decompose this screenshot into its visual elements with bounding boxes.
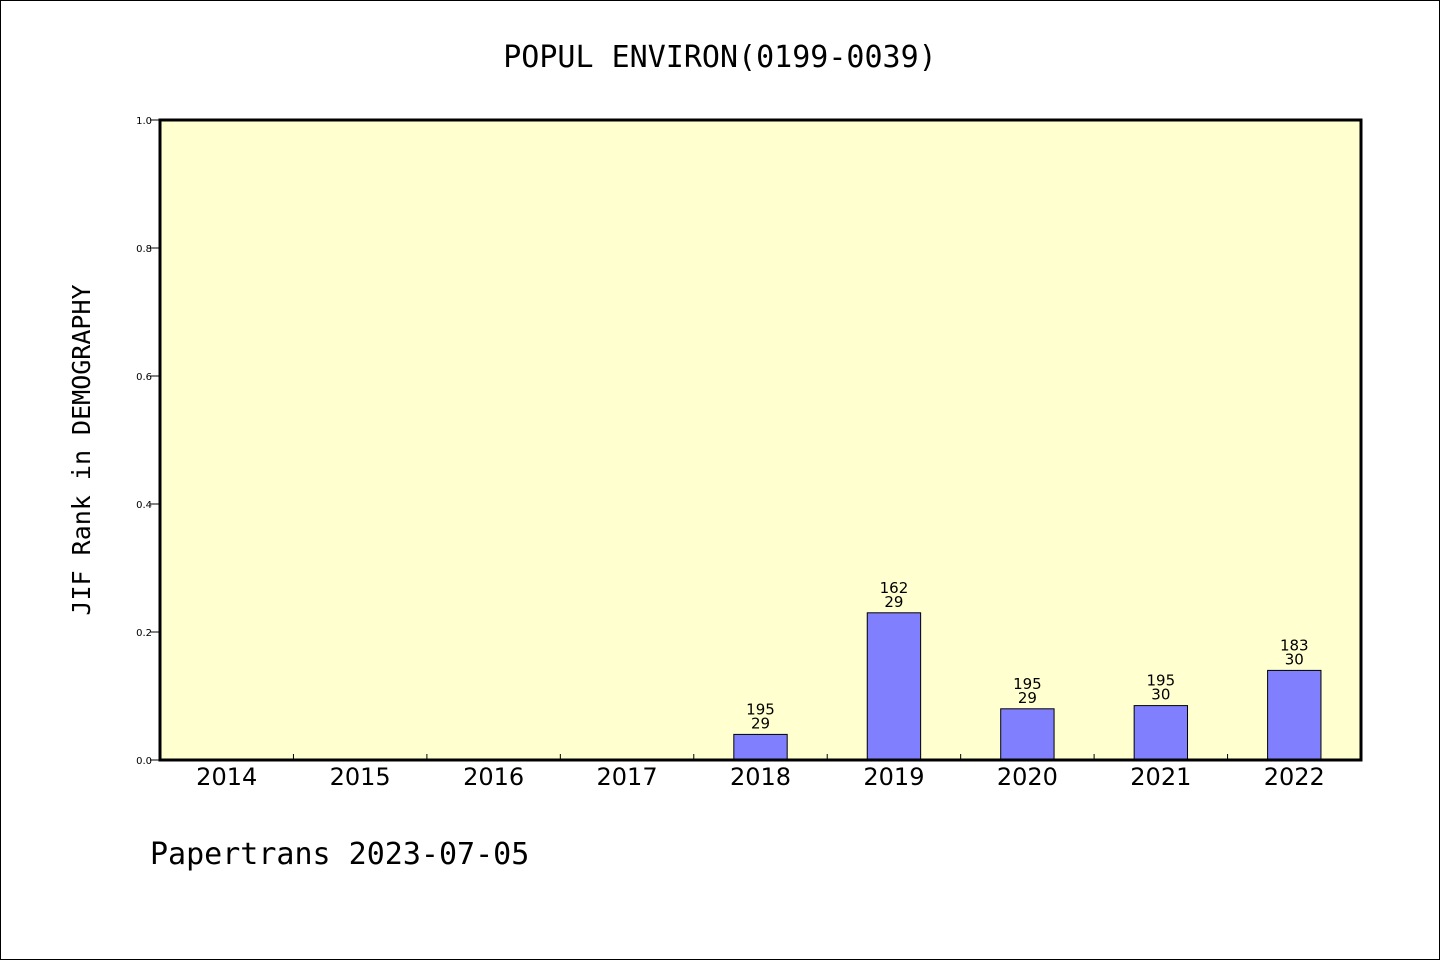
y-tick-label: 0.8 bbox=[136, 244, 152, 255]
bar-label-bottom: 29 bbox=[884, 593, 903, 611]
plot-border bbox=[158, 118, 1363, 762]
x-tick-label: 2018 bbox=[730, 763, 791, 791]
y-tick-label: 0.2 bbox=[136, 628, 152, 639]
footer-credit: Papertrans 2023-07-05 bbox=[150, 837, 529, 872]
bar-label-bottom: 29 bbox=[751, 714, 770, 732]
bar-label-top: 195 bbox=[1013, 675, 1042, 693]
y-axis-label: JIF Rank in DEMOGRAPHY bbox=[67, 284, 96, 615]
bar-2018 bbox=[733, 733, 788, 761]
x-tick-label: 2022 bbox=[1264, 763, 1325, 791]
bar-label-top: 162 bbox=[880, 579, 909, 597]
x-tick-label: 2017 bbox=[597, 763, 658, 791]
bar-label-bottom: 30 bbox=[1151, 686, 1170, 704]
x-tick-label: 2015 bbox=[330, 763, 391, 791]
x-tick-label: 2019 bbox=[863, 763, 924, 791]
x-tick-label: 2016 bbox=[463, 763, 524, 791]
plot-area bbox=[160, 120, 1361, 760]
chart-title: POPUL ENVIRON(0199-0039) bbox=[503, 40, 936, 75]
bar-label-bottom: 30 bbox=[1285, 650, 1304, 668]
bar-label-top: 195 bbox=[1147, 672, 1176, 690]
bar-2020 bbox=[1000, 708, 1055, 761]
bar-label-bottom: 29 bbox=[1018, 689, 1037, 707]
y-tick-label: 1.0 bbox=[136, 116, 152, 127]
bar-2019 bbox=[866, 612, 922, 761]
y-tick-label: 0.0 bbox=[136, 756, 152, 767]
axis-ticks: 0.0 0.2 0.4 0.6 0.8 1.0 2014 2015 2016 2017 2018 20… bbox=[136, 116, 1325, 791]
bar-label-top: 183 bbox=[1280, 636, 1309, 654]
x-tick-label: 2020 bbox=[997, 763, 1058, 791]
bar-2022 bbox=[1267, 669, 1322, 761]
x-tick-label: 2014 bbox=[196, 763, 257, 791]
x-tick-label: 2021 bbox=[1130, 763, 1191, 791]
y-tick-label: 0.6 bbox=[136, 372, 152, 383]
y-tick-label: 0.4 bbox=[136, 500, 152, 511]
bar-2021 bbox=[1133, 705, 1189, 761]
bar-label-top: 195 bbox=[746, 700, 775, 718]
